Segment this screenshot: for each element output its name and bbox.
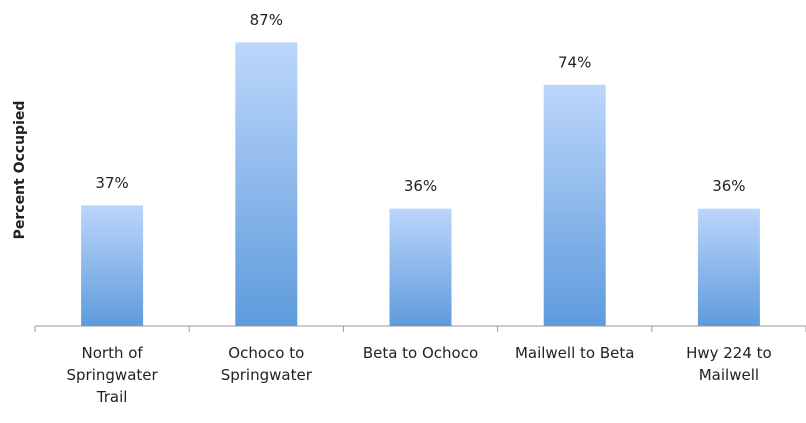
bar: [543, 84, 606, 326]
value-label: 36%: [404, 177, 437, 195]
bar: [697, 208, 760, 326]
value-label: 87%: [250, 11, 283, 29]
value-label: 36%: [712, 177, 745, 195]
x-tick-label: North of Springwater Trail: [66, 344, 158, 406]
y-axis-title: Percent Occupied: [12, 101, 28, 240]
x-tick-label: Hwy 224 to Mailwell: [686, 344, 772, 384]
bar: [389, 208, 452, 326]
x-tick-label: Ochoco to Springwater: [220, 344, 312, 384]
bar: [81, 205, 144, 326]
x-tick-label: Mailwell to Beta: [514, 344, 635, 362]
bar: [235, 42, 298, 326]
x-tick-label: Beta to Ochoco: [362, 344, 479, 362]
value-label: 74%: [558, 53, 591, 71]
value-label: 37%: [95, 174, 128, 192]
